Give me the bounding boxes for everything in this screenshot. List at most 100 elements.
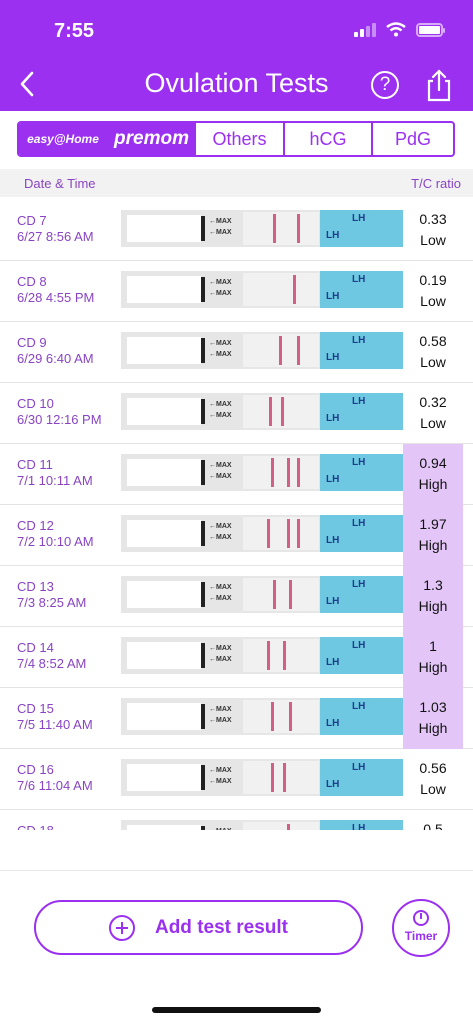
- tab-hcg[interactable]: hCG: [285, 123, 373, 155]
- list-header: Date & Time T/C ratio: [0, 169, 473, 197]
- test-line: [269, 397, 272, 426]
- table-row[interactable]: CD 9 6/29 6:40 AM ←MAX ←MAX LH LH 0.58 L…: [0, 322, 473, 383]
- test-strip-photo[interactable]: ←MAX ←MAX LH LH: [121, 515, 403, 552]
- max-label: ←MAX: [209, 584, 232, 591]
- test-strip-photo[interactable]: ←MAX ←MAX LH LH: [121, 393, 403, 430]
- tc-ratio-value: 0.32: [419, 394, 447, 410]
- max-label: ←MAX: [209, 401, 232, 408]
- table-row[interactable]: CD 10 6/30 12:16 PM ←MAX ←MAX LH LH 0.32…: [0, 383, 473, 444]
- row-datetime: 6/28 4:55 PM: [17, 290, 95, 305]
- ratio-cell: 0.32 Low: [403, 383, 463, 444]
- table-row[interactable]: CD 7 6/27 8:56 AM ←MAX ←MAX LH LH 0.33 L…: [0, 200, 473, 261]
- test-line: [267, 519, 270, 548]
- tc-ratio-value: 1.3: [423, 577, 443, 593]
- level-label: Low: [420, 293, 446, 309]
- row-datetime: 6/27 8:56 AM: [17, 229, 94, 244]
- test-line: [283, 763, 286, 792]
- level-label: High: [418, 720, 448, 736]
- test-line: [267, 641, 270, 670]
- level-label: Low: [420, 415, 446, 431]
- tab-others[interactable]: Others: [196, 123, 285, 155]
- table-row[interactable]: CD 18 ←MAX ←MAX LH LH 0.5: [0, 810, 473, 830]
- max-label: ←MAX: [209, 218, 232, 225]
- lh-label: LH: [352, 640, 366, 651]
- ratio-cell: 0.19 Low: [403, 261, 463, 322]
- test-line: [287, 458, 290, 487]
- test-result-list[interactable]: CD 7 6/27 8:56 AM ←MAX ←MAX LH LH 0.33 L…: [0, 200, 473, 830]
- table-row[interactable]: CD 8 6/28 4:55 PM ←MAX ←MAX LH LH 0.19 L…: [0, 261, 473, 322]
- table-row[interactable]: CD 12 7/2 10:10 AM ←MAX ←MAX LH LH 1.97 …: [0, 505, 473, 566]
- table-row[interactable]: CD 13 7/3 8:25 AM ←MAX ←MAX LH LH 1.3 Hi…: [0, 566, 473, 627]
- max-label: ←MAX: [209, 717, 232, 724]
- tab-premom[interactable]: premom: [109, 123, 196, 155]
- cycle-day: CD 16: [17, 762, 54, 777]
- row-date: CD 13 7/3 8:25 AM: [17, 579, 86, 611]
- test-line: [273, 580, 276, 609]
- level-label: Low: [420, 354, 446, 370]
- row-date: CD 11 7/1 10:11 AM: [17, 457, 93, 489]
- level-label: Low: [420, 781, 446, 797]
- table-row[interactable]: CD 16 7/6 11:04 AM ←MAX ←MAX LH LH 0.56 …: [0, 749, 473, 810]
- lh-label: LH: [326, 474, 340, 485]
- row-datetime: 7/5 11:40 AM: [17, 717, 93, 732]
- tc-ratio-value: 0.19: [419, 272, 447, 288]
- share-icon: [427, 69, 451, 102]
- max-label: ←MAX: [209, 828, 232, 830]
- row-datetime: 7/4 8:52 AM: [17, 656, 87, 671]
- row-date: CD 18: [17, 823, 54, 830]
- max-label: ←MAX: [209, 229, 232, 236]
- lh-label: LH: [326, 718, 340, 729]
- table-row[interactable]: CD 15 7/5 11:40 AM ←MAX ←MAX LH LH 1.03 …: [0, 688, 473, 749]
- question-mark-icon: ?: [379, 74, 391, 95]
- row-datetime: 7/2 10:10 AM: [17, 534, 94, 549]
- test-strip-photo[interactable]: ←MAX ←MAX LH LH: [121, 210, 403, 247]
- level-label: Low: [420, 232, 446, 248]
- plus-circle-icon: [108, 914, 135, 941]
- tc-ratio-value: 0.33: [419, 211, 447, 227]
- test-strip-photo[interactable]: ←MAX ←MAX LH LH: [121, 820, 403, 830]
- tab-pdg[interactable]: PdG: [394, 128, 432, 149]
- test-line: [271, 763, 274, 792]
- help-button[interactable]: ?: [371, 71, 399, 99]
- row-date: CD 9 6/29 6:40 AM: [17, 335, 94, 367]
- lh-label: LH: [352, 396, 366, 407]
- lh-label: LH: [352, 457, 366, 468]
- test-strip-photo[interactable]: ←MAX ←MAX LH LH: [121, 271, 403, 308]
- back-button[interactable]: [12, 66, 42, 102]
- chevron-left-icon: [20, 71, 34, 97]
- max-label: ←MAX: [209, 706, 232, 713]
- add-test-result-button[interactable]: Add test result: [34, 900, 363, 955]
- lh-label: LH: [326, 596, 340, 607]
- test-strip-photo[interactable]: ←MAX ←MAX LH LH: [121, 332, 403, 369]
- test-strip-photo[interactable]: ←MAX ←MAX LH LH: [121, 637, 403, 674]
- test-strip-photo[interactable]: ←MAX ←MAX LH LH: [121, 576, 403, 613]
- table-row[interactable]: CD 11 7/1 10:11 AM ←MAX ←MAX LH LH 0.94 …: [0, 444, 473, 505]
- level-label: High: [418, 598, 448, 614]
- lh-label: LH: [326, 535, 340, 546]
- row-date: CD 15 7/5 11:40 AM: [17, 701, 93, 733]
- tab-easy-home[interactable]: easy@Home: [19, 123, 109, 155]
- timer-button[interactable]: Timer: [392, 899, 450, 957]
- test-strip-photo[interactable]: ←MAX ←MAX LH LH: [121, 454, 403, 491]
- max-label: ←MAX: [209, 340, 232, 347]
- cycle-day: CD 10: [17, 396, 54, 411]
- test-strip-photo[interactable]: ←MAX ←MAX LH LH: [121, 698, 403, 735]
- max-label: ←MAX: [209, 473, 232, 480]
- test-line: [279, 336, 282, 365]
- test-line: [289, 580, 292, 609]
- test-line: [281, 397, 284, 426]
- row-datetime: 7/6 11:04 AM: [17, 778, 93, 793]
- cycle-day: CD 15: [17, 701, 54, 716]
- test-strip-photo[interactable]: ←MAX ←MAX LH LH: [121, 759, 403, 796]
- max-label: ←MAX: [209, 351, 232, 358]
- lh-label: LH: [352, 579, 366, 590]
- table-row[interactable]: CD 14 7/4 8:52 AM ←MAX ←MAX LH LH 1 High: [0, 627, 473, 688]
- level-label: High: [418, 537, 448, 553]
- ratio-cell: 0.33 Low: [403, 200, 463, 261]
- test-line: [283, 641, 286, 670]
- share-button[interactable]: [424, 68, 454, 102]
- test-line: [297, 214, 300, 243]
- max-label: ←MAX: [209, 523, 232, 530]
- lh-label: LH: [352, 274, 366, 285]
- ratio-cell: 1.97 High: [403, 505, 463, 566]
